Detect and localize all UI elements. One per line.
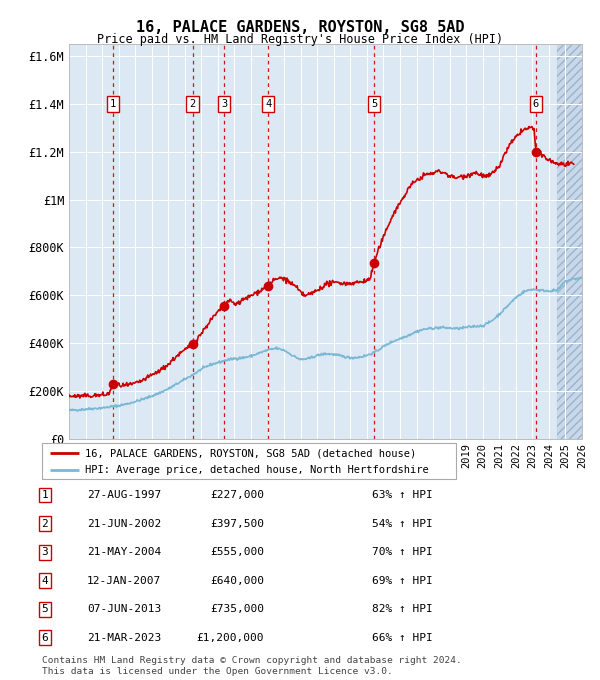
- Text: 3: 3: [41, 547, 49, 557]
- Text: 5: 5: [41, 605, 49, 614]
- Text: £735,000: £735,000: [210, 605, 264, 614]
- Text: 21-JUN-2002: 21-JUN-2002: [87, 519, 161, 528]
- Text: 3: 3: [221, 99, 227, 109]
- Text: 21-MAY-2004: 21-MAY-2004: [87, 547, 161, 557]
- Text: 16, PALACE GARDENS, ROYSTON, SG8 5AD: 16, PALACE GARDENS, ROYSTON, SG8 5AD: [136, 20, 464, 35]
- Text: 82% ↑ HPI: 82% ↑ HPI: [372, 605, 433, 614]
- Bar: [557, 44, 582, 439]
- Text: 6: 6: [41, 633, 49, 643]
- Text: 54% ↑ HPI: 54% ↑ HPI: [372, 519, 433, 528]
- Text: Price paid vs. HM Land Registry's House Price Index (HPI): Price paid vs. HM Land Registry's House …: [97, 33, 503, 46]
- Bar: [557, 44, 582, 439]
- Text: 69% ↑ HPI: 69% ↑ HPI: [372, 576, 433, 585]
- Text: 1: 1: [41, 490, 49, 500]
- Text: £1,200,000: £1,200,000: [197, 633, 264, 643]
- Text: 2: 2: [41, 519, 49, 528]
- Text: £555,000: £555,000: [210, 547, 264, 557]
- Text: £227,000: £227,000: [210, 490, 264, 500]
- Text: HPI: Average price, detached house, North Hertfordshire: HPI: Average price, detached house, Nort…: [85, 465, 429, 475]
- Text: 63% ↑ HPI: 63% ↑ HPI: [372, 490, 433, 500]
- Text: £640,000: £640,000: [210, 576, 264, 585]
- Text: This data is licensed under the Open Government Licence v3.0.: This data is licensed under the Open Gov…: [42, 667, 393, 677]
- Text: 12-JAN-2007: 12-JAN-2007: [87, 576, 161, 585]
- Text: 07-JUN-2013: 07-JUN-2013: [87, 605, 161, 614]
- Text: £397,500: £397,500: [210, 519, 264, 528]
- Text: 1: 1: [110, 99, 116, 109]
- Text: Contains HM Land Registry data © Crown copyright and database right 2024.: Contains HM Land Registry data © Crown c…: [42, 656, 462, 666]
- Text: 21-MAR-2023: 21-MAR-2023: [87, 633, 161, 643]
- Text: 27-AUG-1997: 27-AUG-1997: [87, 490, 161, 500]
- Text: 66% ↑ HPI: 66% ↑ HPI: [372, 633, 433, 643]
- Text: 6: 6: [533, 99, 539, 109]
- Text: 16, PALACE GARDENS, ROYSTON, SG8 5AD (detached house): 16, PALACE GARDENS, ROYSTON, SG8 5AD (de…: [85, 448, 417, 458]
- FancyBboxPatch shape: [42, 443, 456, 479]
- Text: 5: 5: [371, 99, 377, 109]
- Text: 70% ↑ HPI: 70% ↑ HPI: [372, 547, 433, 557]
- Text: 4: 4: [41, 576, 49, 585]
- Text: 2: 2: [190, 99, 196, 109]
- Text: 4: 4: [265, 99, 271, 109]
